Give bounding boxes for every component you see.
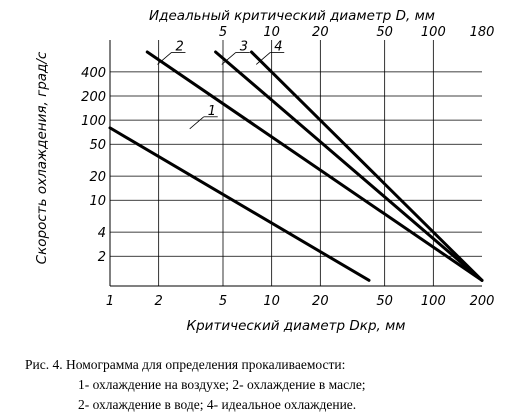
y-tick-label: 20	[89, 170, 106, 185]
y-tick-label: 4	[98, 226, 106, 241]
x-axis-label: Критический диаметр Dкр, мм	[187, 318, 406, 334]
series-line-2	[145, 50, 484, 282]
y-tick-label: 200	[81, 90, 106, 105]
x-tick-label: 5	[219, 294, 227, 309]
x-tick-labels: 1 2 5 10 20 50 100 200	[106, 294, 495, 309]
top-tick-label: 50	[376, 25, 393, 40]
top-tick-label: 10	[263, 25, 280, 40]
y-tick-label: 10	[89, 194, 106, 209]
y-tick-label: 2	[98, 250, 106, 265]
top-tick-label: 5	[219, 25, 227, 40]
top-tick-label: 20	[312, 25, 329, 40]
series-line-4	[249, 50, 484, 282]
x-tick-label: 2	[155, 294, 163, 309]
caption-line-1: Рис. 4. Номограмма для определения прока…	[25, 357, 346, 372]
series-label-4: 4	[274, 39, 282, 54]
y-tick-label: 400	[81, 66, 106, 81]
caption-line-2: 1- охлаждение на воздухе; 2- охлаждение …	[78, 377, 366, 392]
series-line-1	[108, 126, 371, 282]
series-label-2: 2	[175, 39, 183, 54]
y-tick-label: 50	[89, 138, 106, 153]
y-tick-label: 100	[81, 114, 106, 129]
series-label-leader	[189, 116, 204, 130]
grid	[110, 40, 482, 286]
top-tick-label: 100	[421, 25, 446, 40]
x-tick-label: 100	[421, 294, 446, 309]
y-axis-label: Скорость охлаждения, град/с	[34, 51, 50, 264]
chart-title: Идеальный критический диаметр D, мм	[149, 8, 435, 24]
x-tick-label: 200	[470, 294, 495, 309]
series-lines	[108, 50, 484, 282]
x-tick-label: 50	[376, 294, 393, 309]
series-labels: 1 2 3 4	[157, 39, 285, 130]
series-label-leader	[157, 52, 172, 65]
x-tick-label: 10	[263, 294, 280, 309]
x-tick-label: 1	[106, 294, 114, 309]
x-tick-label: 20	[312, 294, 329, 309]
series-label-leader	[255, 52, 271, 65]
y-tick-labels: 2 4 10 20 50 100 200 400	[81, 66, 106, 265]
series-label-leader	[221, 52, 237, 65]
series-label-1: 1	[208, 104, 216, 119]
series-label-3: 3	[240, 39, 248, 54]
caption-line-3: 2- охлаждение в воде; 4- идеальное охлаж…	[78, 397, 357, 412]
nomogram-chart: Идеальный критический диаметр D, мм Крит…	[34, 8, 495, 334]
top-tick-labels: 5 10 20 50 100 180	[219, 25, 495, 40]
series-line-3	[214, 50, 484, 282]
top-tick-label: 180	[470, 25, 495, 40]
plot-frame	[109, 40, 482, 287]
